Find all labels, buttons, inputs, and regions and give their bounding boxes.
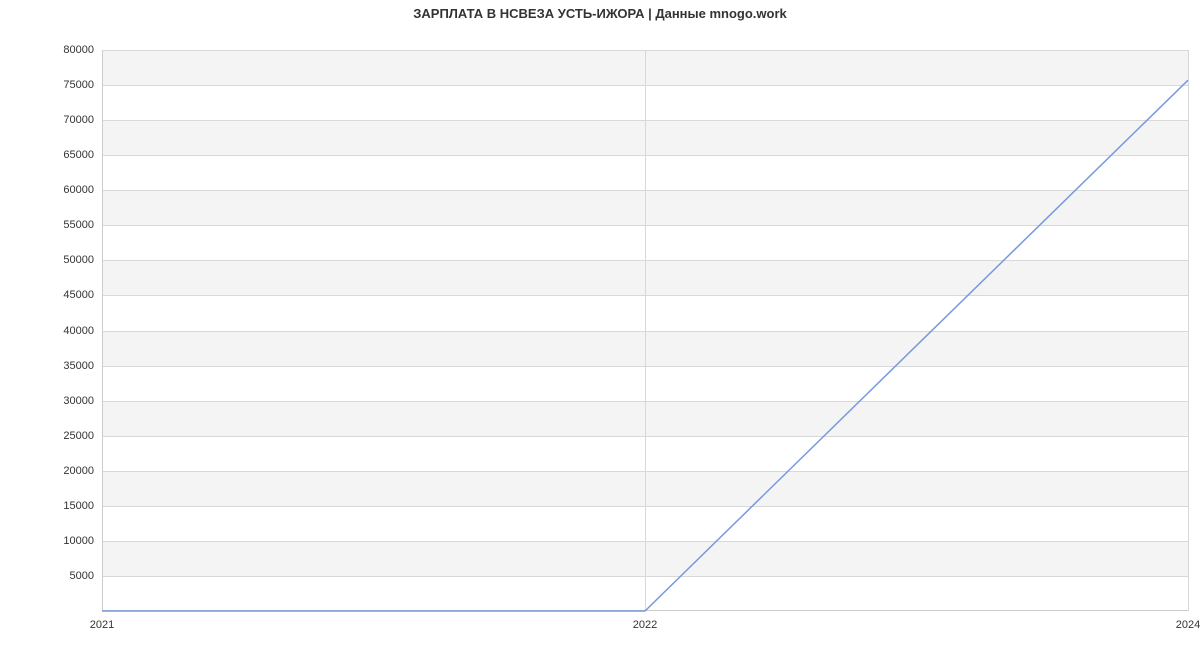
y-tick-label: 50000 xyxy=(63,254,94,266)
y-tick-label: 30000 xyxy=(63,395,94,407)
y-tick-label: 25000 xyxy=(63,430,94,442)
x-tick-label: 2024 xyxy=(1176,619,1200,631)
y-tick-label: 70000 xyxy=(63,114,94,126)
plot-area: 5000100001500020000250003000035000400004… xyxy=(102,50,1188,611)
chart-title: ЗАРПЛАТА В НСВЕЗА УСТЬ-ИЖОРА | Данные mn… xyxy=(0,6,1200,21)
y-tick-label: 20000 xyxy=(63,465,94,477)
y-tick-label: 15000 xyxy=(63,500,94,512)
x-tick-label: 2021 xyxy=(90,619,114,631)
y-tick-label: 55000 xyxy=(63,219,94,231)
series-layer xyxy=(102,50,1188,611)
y-tick-label: 40000 xyxy=(63,325,94,337)
x-gridline xyxy=(1188,50,1189,611)
x-tick-label: 2022 xyxy=(633,619,657,631)
y-tick-label: 5000 xyxy=(70,570,94,582)
salary-line-chart: ЗАРПЛАТА В НСВЕЗА УСТЬ-ИЖОРА | Данные mn… xyxy=(0,0,1200,650)
series-salary xyxy=(102,80,1188,611)
y-tick-label: 75000 xyxy=(63,79,94,91)
y-tick-label: 45000 xyxy=(63,289,94,301)
y-tick-label: 80000 xyxy=(63,44,94,56)
y-tick-label: 35000 xyxy=(63,360,94,372)
y-tick-label: 10000 xyxy=(63,535,94,547)
y-tick-label: 60000 xyxy=(63,184,94,196)
y-tick-label: 65000 xyxy=(63,149,94,161)
